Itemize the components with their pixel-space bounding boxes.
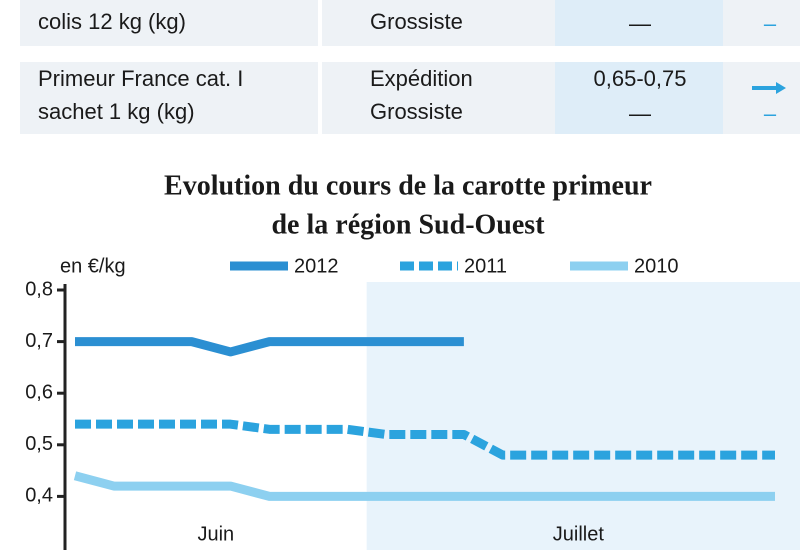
trend: – xyxy=(764,101,777,126)
product: colis 12 kg (kg) xyxy=(38,9,186,34)
price: — xyxy=(629,11,651,36)
series-line xyxy=(75,337,464,357)
y-tick-label: 0,5 xyxy=(25,433,53,455)
y-tick-label: 0,8 xyxy=(25,278,53,300)
stage: Expédition xyxy=(370,66,473,91)
legend-label: 2011 xyxy=(464,255,507,277)
legend-label: 2012 xyxy=(294,255,339,277)
series-line xyxy=(75,419,775,460)
price: — xyxy=(629,101,651,126)
y-tick-label: 0,4 xyxy=(25,485,53,507)
legend-label: 2010 xyxy=(634,255,679,277)
y-tick-label: 0,6 xyxy=(25,381,53,403)
price-col-bg xyxy=(555,0,723,46)
trend-arrow xyxy=(752,82,786,94)
y-tick-label: 0,7 xyxy=(25,330,53,352)
month-bg xyxy=(366,282,800,550)
series-line xyxy=(73,471,775,501)
price-col-bg xyxy=(555,62,723,134)
product: Primeur France cat. I xyxy=(38,66,243,91)
month-label: Juillet xyxy=(553,523,605,545)
plot: 0,4 0,5 0,6 0,7 0,8 Juin Juillet 2012 2011 2010 xyxy=(25,255,800,550)
col-sep xyxy=(318,0,322,134)
trend: – xyxy=(764,11,777,36)
stage: Grossiste xyxy=(370,99,463,124)
y-axis-label: en €/kg xyxy=(60,255,126,277)
price: 0,65-0,75 xyxy=(594,66,687,91)
chart-title: Evolution du cours de la carotte primeur xyxy=(164,170,652,201)
chart-title: de la région Sud-Ouest xyxy=(271,209,545,240)
month-label: Juin xyxy=(197,523,234,545)
stage: Grossiste xyxy=(370,9,463,34)
product: sachet 1 kg (kg) xyxy=(38,99,195,124)
